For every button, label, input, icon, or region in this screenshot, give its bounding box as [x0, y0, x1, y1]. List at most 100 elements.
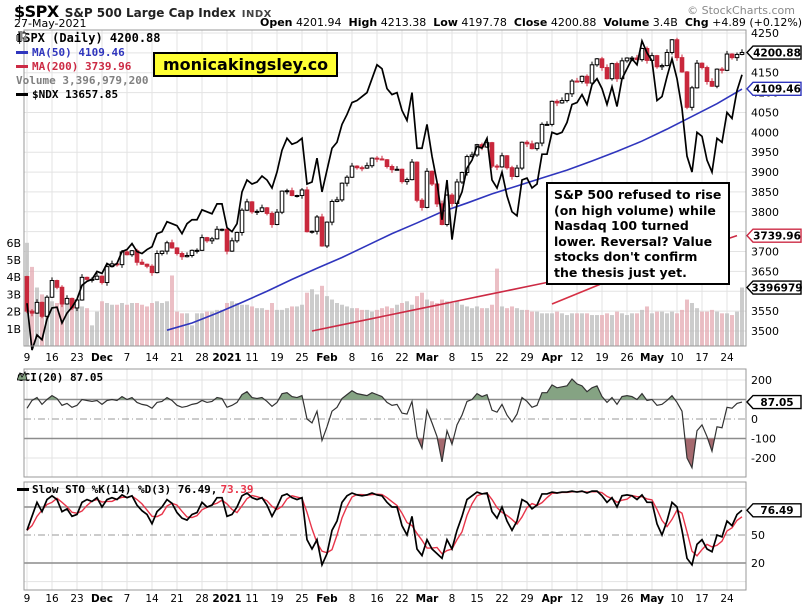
x-axis-label: 22: [395, 352, 408, 364]
x-axis-label: 14: [145, 352, 159, 364]
line-swatch-icon: [16, 65, 28, 68]
cci-line: [26, 378, 743, 470]
quote-label: Volume: [603, 16, 650, 29]
x-axis-label: Dec: [91, 352, 113, 364]
x-axis-label: 25: [295, 352, 308, 364]
legend-item-label: Volume 3,396,979,200: [16, 74, 149, 87]
x-axis-label: Feb: [316, 352, 338, 364]
x-axis-label: 23: [70, 593, 83, 605]
ma50-value-box: 4109.46: [746, 81, 802, 97]
sto-label-red: 73.39: [220, 483, 254, 496]
volume-value-box: 3396979: [746, 280, 803, 295]
chart-header: $SPX S&P 500 Large Cap Index INDX: [14, 2, 272, 21]
bottom-x-axis: 9 16 23 Dec 7 14 21 28 2021 11 19 25 Feb 8 16 22 Mar 8 15 2…: [24, 593, 734, 605]
cci-value-box-text: 87.05: [760, 397, 793, 409]
sto-value-box-text: 76.49: [760, 505, 793, 517]
x-axis-label: 14: [145, 593, 159, 605]
line-swatch-icon: [16, 93, 28, 96]
sto-panel: 50 20: [23, 481, 765, 591]
sto-line-icon: [17, 488, 29, 491]
quote-label: Chg: [684, 16, 709, 29]
quote-label: Open: [260, 16, 293, 29]
close-price-box-text: 4200.88: [753, 47, 801, 59]
volume-tick-label: 6B: [6, 237, 21, 250]
close-price-box: 4200.88: [746, 45, 802, 60]
volume-bars: [25, 242, 744, 346]
legend-item-label: MA(200) 3739.96: [32, 60, 132, 73]
ma200-value-box: 3739.96: [746, 228, 802, 243]
ma50-line: [166, 88, 743, 331]
x-axis-label: 21: [170, 593, 183, 605]
cci-value-box: 87.05: [746, 394, 802, 410]
price-tick-label: 3900: [751, 166, 779, 179]
volume-tick-label: 4B: [6, 271, 21, 284]
main-panel-border: [23, 29, 747, 347]
x-axis-label: 2021: [212, 352, 241, 364]
x-axis-label: 24: [720, 593, 734, 605]
sto-label-black: Slow STO %K(14) %D(3) 76.49,: [32, 483, 218, 496]
x-axis-label: 16: [45, 352, 59, 364]
x-axis-label: May: [640, 352, 664, 364]
x-axis-label: 11: [245, 593, 258, 605]
exchange-label: INDX: [241, 9, 272, 20]
quote-value: 3.4B: [649, 16, 678, 29]
sto-panel-label: Slow STO %K(14) %D(3) 76.49, 73.39: [17, 483, 254, 496]
quote-label: Low: [433, 16, 458, 29]
x-axis-label: 7: [124, 352, 131, 364]
x-axis-label: 25: [295, 593, 308, 605]
cci-oversold-fill: [437, 438, 446, 462]
x-axis-label: 22: [495, 593, 508, 605]
x-axis-label: 10: [670, 352, 683, 364]
x-axis-label: 19: [270, 352, 283, 364]
x-axis-label: Apr: [542, 352, 564, 364]
symbol: $SPX: [14, 2, 59, 21]
price-tick-label: 3850: [751, 186, 779, 199]
cci-tick-label: -100: [751, 433, 776, 446]
cci-oversold-fill: [707, 438, 715, 452]
x-axis-label: Feb: [316, 593, 338, 605]
quote-value: 4200.88: [547, 16, 597, 29]
x-axis-label: 11: [245, 352, 258, 364]
ma50-value-box-text: 4109.46: [753, 84, 801, 96]
copyright: © StockCharts.com: [687, 4, 795, 17]
x-axis-label: 17: [695, 593, 708, 605]
x-axis-label: 26: [620, 593, 634, 605]
x-axis-label: 19: [595, 593, 608, 605]
legend-item: MA(50) 4109.46: [16, 46, 161, 59]
line-swatch-icon: [16, 51, 28, 54]
x-axis-label: 19: [595, 352, 608, 364]
x-axis-label: 8: [449, 593, 456, 605]
sto-tick-label: 50: [751, 529, 765, 542]
x-axis-label: 8: [349, 593, 356, 605]
cci-tick-label: 200: [751, 374, 772, 387]
price-tick-label: 3950: [751, 146, 779, 159]
price-tick-label: 3800: [751, 206, 779, 219]
volume-tick-label: 5B: [6, 254, 21, 267]
legend-item: $NDX 13657.85: [16, 88, 161, 101]
x-axis-label: 29: [520, 593, 533, 605]
legend-item: Volume 3,396,979,200: [16, 31, 161, 87]
ma200-value-box-text: 3739.96: [753, 230, 801, 242]
price-tick-label: 3650: [751, 265, 779, 278]
price-tick-label: 4150: [751, 67, 779, 80]
cci-panel: 200 0 -100 -200: [23, 368, 776, 478]
x-axis-label: Dec: [91, 593, 113, 605]
x-axis-label: Mar: [416, 593, 440, 605]
x-axis-label: 12: [570, 593, 583, 605]
x-axis-label: 23: [70, 352, 83, 364]
quote-value: 4197.78: [457, 16, 507, 29]
x-axis-label: 26: [620, 352, 634, 364]
quote-row: Open 4201.94 High 4213.38 Low 4197.78 Close…: [253, 16, 803, 29]
x-axis-label: 28: [195, 352, 208, 364]
legend-item: $SPX (Daily) 4200.88: [16, 31, 161, 45]
price-tick-label: 3500: [751, 325, 779, 338]
quote-label: High: [348, 16, 378, 29]
legend-item: MA(200) 3739.96: [16, 60, 161, 73]
ndx-line: [26, 38, 743, 351]
price-tick-label: 3700: [751, 246, 779, 259]
x-axis-label: 19: [270, 593, 283, 605]
cci-overbought-fill: [637, 393, 647, 400]
volume-tick-label: 1B: [6, 323, 21, 336]
cci-oversold-fill: [684, 438, 696, 468]
x-axis-label: 10: [670, 593, 683, 605]
